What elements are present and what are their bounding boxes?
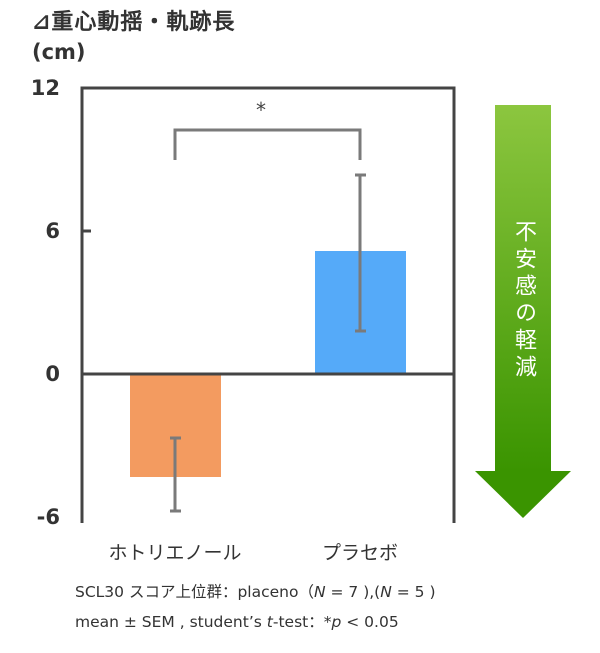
footnote-stats-prefix: mean ± SEM , student’s [75, 613, 267, 631]
y-axis-unit: (cm) [32, 40, 86, 64]
footnote-n-label: N [313, 583, 326, 601]
down-arrow-icon [475, 105, 571, 518]
arrow-label: 不安感の軽減 [511, 220, 536, 382]
footnote-group-prefix: SCL30 スコア上位群：placeno（ [75, 583, 314, 601]
footnote-n-label: N [380, 583, 392, 601]
chart-title: ⊿重心動揺・軌跡長 [32, 10, 236, 35]
footnote-n2-value: = 5 ) [391, 583, 436, 601]
y-tick-neg6: -6 [36, 505, 60, 529]
footnote-p-value: < 0.05 [341, 613, 399, 631]
y-tick-0: 0 [45, 362, 60, 386]
error-bar-hotrienol [170, 436, 181, 513]
significance-bracket [173, 128, 362, 160]
footnote-n1-value: = 7 ),( [325, 583, 381, 601]
x-label-hotrienol: ホトリエノール [108, 542, 242, 564]
y-tick-6: 6 [45, 219, 60, 243]
footnote-stats-mid: -test：* [272, 613, 332, 631]
footnote-group: SCL30 スコア上位群：placeno（N = 7 ),(N = 5 ) [75, 580, 436, 602]
footnote-p: p [331, 613, 342, 631]
x-label-placebo: プラセボ [321, 542, 398, 564]
plot-frame [80, 86, 456, 523]
error-bar-placebo [355, 173, 366, 333]
footnote-t: t [266, 613, 273, 631]
y-tick-12: 12 [30, 76, 60, 100]
significance-marker: * [256, 98, 266, 122]
footnote-stats: mean ± SEM , student’s t-test：*p < 0.05 [75, 610, 399, 632]
